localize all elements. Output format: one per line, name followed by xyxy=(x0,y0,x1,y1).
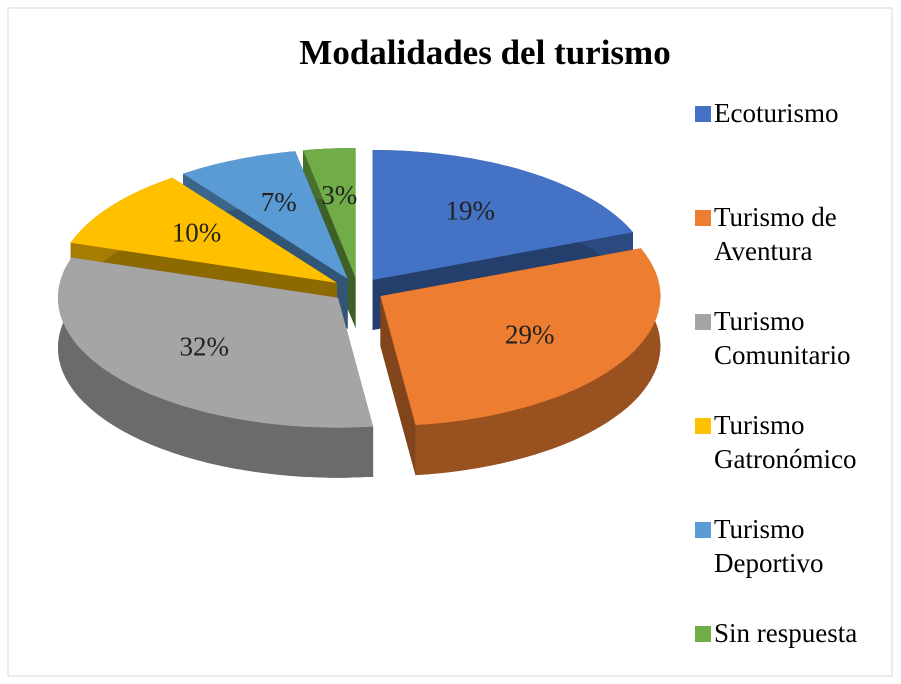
pie-slice xyxy=(58,257,374,478)
legend-item: Sin respuesta xyxy=(692,616,892,656)
legend-label: Turismo de Aventura xyxy=(714,202,837,266)
slice-top xyxy=(70,177,337,283)
legend-label: Ecoturismo xyxy=(714,98,839,128)
slice-top xyxy=(58,257,374,428)
data-label: 32% xyxy=(179,331,229,361)
legend-swatch xyxy=(695,210,711,226)
legend-item: Turismo de Aventura xyxy=(692,200,892,304)
legend-swatch xyxy=(695,418,711,434)
legend-label: Turismo Deportivo xyxy=(714,514,824,578)
legend: Ecoturismo Turismo de Aventura Turismo Com… xyxy=(692,96,892,656)
legend-swatch xyxy=(695,314,711,330)
legend-item: Turismo Comunitario xyxy=(692,304,892,408)
slice-top xyxy=(303,148,356,278)
slice-rim xyxy=(415,248,661,476)
data-label: 3% xyxy=(321,180,357,210)
data-label: 10% xyxy=(172,218,222,248)
data-label: 7% xyxy=(261,187,297,217)
legend-label: Turismo Comunitario xyxy=(714,306,851,370)
legend-swatch xyxy=(695,522,711,538)
slice-top xyxy=(183,151,348,279)
slice-top xyxy=(372,150,633,280)
legend-item: Turismo Gatronómico xyxy=(692,408,892,512)
chart-title: Modalidades del turismo xyxy=(299,33,670,72)
legend-swatch xyxy=(695,626,711,642)
legend-label: Turismo Gatronómico xyxy=(714,410,857,474)
slice-side xyxy=(380,296,416,476)
data-label: 29% xyxy=(505,319,555,349)
slice-top xyxy=(380,248,661,426)
pie-slice xyxy=(380,248,661,476)
slice-rim xyxy=(58,257,374,478)
legend-item: Turismo Deportivo xyxy=(692,512,892,616)
legend-swatch xyxy=(695,106,711,122)
legend-label: Sin respuesta xyxy=(714,618,858,648)
legend-item: Ecoturismo xyxy=(692,96,892,200)
data-label: 19% xyxy=(445,196,495,226)
